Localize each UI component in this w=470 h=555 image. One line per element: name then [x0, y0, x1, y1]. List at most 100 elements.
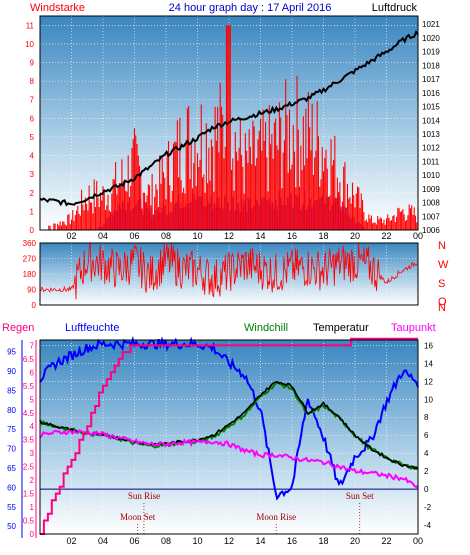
- compass-label: N: [438, 302, 446, 314]
- wind-direction-line: [39, 241, 419, 300]
- astro-event-label: Sun Rise: [128, 491, 160, 501]
- p3-x-tick-label: 04: [98, 536, 108, 546]
- pressure-y-tick-label: 1009: [422, 185, 440, 194]
- rain-y-tick-label: 4: [30, 422, 35, 431]
- wind-axis-title: Windstarke: [30, 2, 85, 14]
- dewpoint-legend-label: Taupunkt: [391, 322, 436, 334]
- humidity-y-tick-label: 80: [7, 406, 16, 415]
- rain-y-tick-label: 5: [30, 395, 35, 404]
- temp-y-tick-label: 0: [424, 485, 429, 494]
- dewpoint-line: [39, 428, 419, 489]
- temp-humidity-frame: [39, 339, 419, 535]
- p1-x-tick-label: 20: [350, 231, 360, 241]
- p1-x-tick-label: 04: [98, 231, 108, 241]
- rain-y-tick-label: 0.5: [23, 517, 35, 526]
- temp-y-tick-label: -4: [424, 521, 432, 530]
- pressure-line: [39, 29, 419, 207]
- wind-y-tick-label: 9: [30, 59, 35, 68]
- rain-y-tick-label: 1: [30, 503, 35, 512]
- rain-y-tick-label: 6.5: [23, 355, 35, 364]
- p1-x-tick-label: 16: [287, 231, 297, 241]
- rain-y-tick-label: 4.5: [23, 409, 35, 418]
- wind-y-tick-label: 11: [26, 21, 35, 30]
- temp-y-tick-label: 16: [424, 341, 433, 350]
- rain-y-tick-label: 3: [30, 449, 35, 458]
- humidity-legend-label: Luftfeuchte: [65, 322, 119, 334]
- humidity-y-tick-label: 70: [7, 445, 16, 454]
- pressure-y-tick-label: 1018: [422, 61, 440, 70]
- wind-y-tick-label: 8: [30, 77, 35, 86]
- temp-y-tick-label: -2: [424, 503, 432, 512]
- pressure-y-tick-label: 1010: [422, 171, 440, 180]
- temp-y-tick-label: 10: [424, 395, 433, 404]
- pressure-y-tick-label: 1020: [422, 34, 440, 43]
- pressure-y-tick-label: 1015: [422, 103, 440, 112]
- temp-y-tick-label: 4: [424, 449, 429, 458]
- temperature-legend-label: Temperatur: [313, 322, 369, 334]
- p3-x-tick-label: 02: [66, 536, 76, 546]
- astro-event-label: Moon Set: [120, 512, 156, 522]
- p3-x-tick-label: 14: [255, 536, 265, 546]
- p1-x-tick-label: 12: [224, 231, 234, 241]
- pressure-y-tick-label: 1006: [422, 226, 440, 235]
- temp-y-tick-label: 8: [424, 413, 429, 422]
- rain-y-tick-label: 2.5: [23, 463, 35, 472]
- wind-direction-frame: [39, 242, 419, 306]
- p3-x-tick-label: 00: [413, 536, 423, 546]
- humidity-y-tick-label: 60: [7, 483, 16, 492]
- p1-x-tick-label: 06: [129, 231, 139, 241]
- p3-x-tick-label: 10: [192, 536, 202, 546]
- rain-y-tick-label: 7: [30, 341, 35, 350]
- p1-x-tick-label: 10: [192, 231, 202, 241]
- temperature-line: [39, 380, 419, 471]
- humidity-y-tick-label: 50: [7, 522, 16, 531]
- wind-y-tick-label: 10: [25, 40, 34, 49]
- p1-x-tick-label: 02: [66, 231, 76, 241]
- rain-line: [40, 337, 418, 535]
- p3-x-tick-label: 06: [129, 536, 139, 546]
- humidity-y-tick-label: 95: [7, 348, 16, 357]
- p3-x-tick-label: 22: [381, 536, 391, 546]
- dir-y-tick-label: 0: [32, 301, 37, 310]
- compass-label: S: [438, 278, 445, 290]
- p1-x-tick-label: 18: [318, 231, 328, 241]
- pressure-y-tick-label: 1017: [422, 75, 440, 84]
- rain-y-tick-label: 0: [30, 530, 35, 539]
- temp-y-tick-label: 6: [424, 431, 429, 440]
- humidity-y-tick-label: 75: [7, 425, 16, 434]
- humidity-y-tick-label: 90: [7, 367, 16, 376]
- pressure-y-tick-label: 1021: [422, 20, 440, 29]
- temp-y-tick-label: 12: [424, 377, 433, 386]
- wind-y-tick-label: 0: [30, 226, 35, 235]
- dir-y-tick-label: 270: [23, 255, 37, 264]
- rain-y-tick-label: 6: [30, 368, 35, 377]
- p3-x-tick-label: 16: [287, 536, 297, 546]
- p3-x-tick-label: 08: [161, 536, 171, 546]
- wind-y-tick-label: 7: [30, 96, 35, 105]
- rain-y-tick-label: 2: [30, 476, 35, 485]
- dir-y-tick-label: 360: [23, 239, 37, 248]
- chart-title: 24 hour graph day : 17 April 2016: [169, 2, 332, 14]
- temp-y-tick-label: 2: [424, 467, 429, 476]
- rain-y-tick-label: 3.5: [23, 436, 35, 445]
- windchill-legend-label: Windchill: [244, 322, 288, 334]
- pressure-y-tick-label: 1012: [422, 144, 440, 153]
- p1-x-tick-label: 00: [413, 231, 423, 241]
- compass-label: W: [438, 259, 449, 271]
- astro-event-label: Moon Rise: [256, 512, 296, 522]
- wind-pressure-frame: [39, 15, 419, 231]
- rain-y-tick-label: 5.5: [23, 382, 35, 391]
- pressure-y-tick-label: 1013: [422, 130, 440, 139]
- pressure-y-tick-label: 1007: [422, 212, 440, 221]
- wind-y-tick-label: 5: [30, 133, 35, 142]
- p3-x-tick-label: 18: [318, 536, 328, 546]
- humidity-y-tick-label: 55: [7, 503, 16, 512]
- pressure-y-tick-label: 1016: [422, 89, 440, 98]
- humidity-y-tick-label: 65: [7, 464, 16, 473]
- rain-y-tick-label: 1.5: [23, 490, 35, 499]
- p1-x-tick-label: 08: [161, 231, 171, 241]
- dir-y-tick-label: 180: [23, 270, 37, 279]
- rain-legend-label: Regen: [2, 322, 34, 334]
